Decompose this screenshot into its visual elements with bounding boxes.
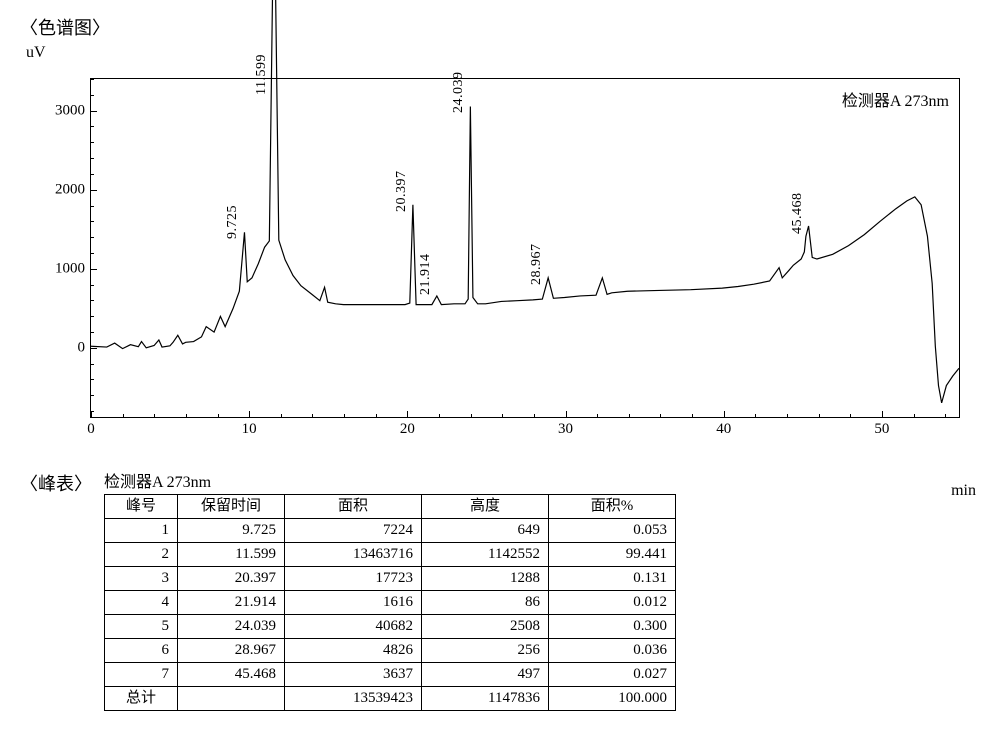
table-cell: 3	[105, 567, 178, 591]
table-cell: 40682	[285, 615, 422, 639]
table-cell: 28.967	[178, 639, 285, 663]
table-cell: 11.599	[178, 543, 285, 567]
peak-label: 11.599	[254, 54, 270, 95]
x-tick-label: 30	[558, 417, 573, 438]
table-cell: 3637	[285, 663, 422, 687]
table-cell: 45.468	[178, 663, 285, 687]
table-cell: 24.039	[178, 615, 285, 639]
x-tick-label: 40	[716, 417, 731, 438]
table-row: 628.96748262560.036	[105, 639, 676, 663]
table-cell: 13463716	[285, 543, 422, 567]
peak-label: 28.967	[529, 244, 545, 286]
table-cell: 256	[422, 639, 549, 663]
x-tick-label: 50	[874, 417, 889, 438]
table-row: 320.3971772312880.131	[105, 567, 676, 591]
y-axis-unit: uV	[26, 44, 980, 62]
table-cell: 2	[105, 543, 178, 567]
peak-label: 45.468	[790, 192, 806, 234]
x-tick-label: 0	[87, 417, 95, 438]
x-tick-label: 10	[242, 417, 257, 438]
table-cell: 0.036	[549, 639, 676, 663]
table-cell: 5	[105, 615, 178, 639]
table-cell: 4	[105, 591, 178, 615]
table-cell: 7224	[285, 519, 422, 543]
table-row: 19.72572246490.053	[105, 519, 676, 543]
table-cell: 100.000	[549, 687, 676, 711]
table-cell: 1	[105, 519, 178, 543]
table-row: 421.9141616860.012	[105, 591, 676, 615]
table-caption: 检测器A 273nm	[104, 468, 676, 492]
table-header: 峰号	[105, 495, 178, 519]
table-cell: 6	[105, 639, 178, 663]
peak-label: 9.725	[225, 205, 241, 239]
y-tick-label: 2000	[55, 181, 91, 198]
table-cell	[178, 687, 285, 711]
y-tick-label: 0	[78, 339, 92, 356]
table-header: 面积%	[549, 495, 676, 519]
x-tick-label: 20	[400, 417, 415, 438]
peak-label: 21.914	[418, 253, 434, 295]
table-cell: 0.300	[549, 615, 676, 639]
table-header: 高度	[422, 495, 549, 519]
chart-section-title: 〈色谱图〉	[20, 14, 980, 40]
x-axis-unit: min	[951, 482, 976, 500]
table-cell: 9.725	[178, 519, 285, 543]
table-cell: 1616	[285, 591, 422, 615]
table-cell: 0.027	[549, 663, 676, 687]
table-row: 745.46836374970.027	[105, 663, 676, 687]
table-cell: 99.441	[549, 543, 676, 567]
table-cell: 7	[105, 663, 178, 687]
table-header: 保留时间	[178, 495, 285, 519]
y-tick-label: 1000	[55, 260, 91, 277]
table-cell: 1288	[422, 567, 549, 591]
detector-legend: 检测器A 273nm	[842, 87, 949, 111]
plot-area: 检测器A 273nm 0100020003000010203040509.725…	[90, 78, 960, 418]
table-row: 211.59913463716114255299.441	[105, 543, 676, 567]
table-cell: 649	[422, 519, 549, 543]
table-cell: 497	[422, 663, 549, 687]
table-cell: 0.131	[549, 567, 676, 591]
peak-label: 20.397	[394, 170, 410, 212]
table-cell: 总计	[105, 687, 178, 711]
chromatogram-chart: 检测器A 273nm 0 1000 2000 3000 0 10 20 30 40 50 9.725…	[30, 66, 970, 456]
table-cell: 1147836	[422, 687, 549, 711]
table-cell: 17723	[285, 567, 422, 591]
y-tick-label: 3000	[55, 102, 91, 119]
table-cell: 21.914	[178, 591, 285, 615]
table-header: 面积	[285, 495, 422, 519]
table-row: 524.0394068225080.300	[105, 615, 676, 639]
table-cell: 20.397	[178, 567, 285, 591]
table-cell: 4826	[285, 639, 422, 663]
peak-label: 24.039	[451, 71, 467, 113]
table-cell: 86	[422, 591, 549, 615]
table-cell: 0.012	[549, 591, 676, 615]
table-section-title: 〈峰表〉	[20, 468, 92, 496]
table-cell: 2508	[422, 615, 549, 639]
chromatogram-trace	[91, 79, 959, 417]
table-total-row: 总计 135394231147836100.000	[105, 687, 676, 711]
table-cell: 0.053	[549, 519, 676, 543]
peak-table: 峰号保留时间面积高度面积%19.72572246490.053211.59913…	[104, 494, 676, 711]
table-cell: 1142552	[422, 543, 549, 567]
table-cell: 13539423	[285, 687, 422, 711]
